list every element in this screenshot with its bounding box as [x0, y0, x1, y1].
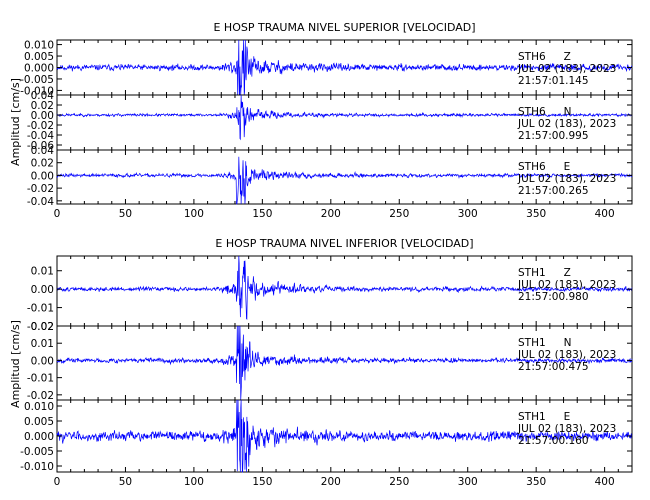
x-tick-label: 50 — [119, 476, 132, 488]
x-tick-label: 200 — [321, 208, 341, 220]
annotation-station: STH1 N — [518, 337, 572, 349]
y-tick-label: 0.04 — [31, 145, 55, 157]
y-axis-label: Amplitud [cm/s] — [9, 78, 22, 166]
x-tick-label: 0 — [54, 208, 61, 220]
annotation-station: STH6 N — [518, 106, 572, 118]
station-name: STH6 — [518, 106, 546, 118]
chart-group-1: E HOSP TRAUMA NIVEL SUPERIOR [VELOCIDAD]… — [9, 21, 633, 220]
component-name: E — [564, 161, 571, 173]
annotation-time: 21:57:00.265 — [518, 185, 589, 197]
annotation-date: JUL 02 (183), 2023 — [517, 118, 616, 130]
station-name: STH6 — [518, 161, 546, 173]
x-tick-label: 350 — [526, 476, 546, 488]
x-tick-label: 400 — [595, 208, 615, 220]
annotation-date: JUL 02 (183), 2023 — [517, 423, 616, 435]
y-tick-label: 0.010 — [24, 40, 54, 52]
y-tick-label: 0.005 — [24, 416, 54, 428]
y-tick-label: -0.04 — [27, 196, 54, 208]
x-tick-label: 250 — [389, 476, 409, 488]
x-tick-label: 400 — [595, 476, 615, 488]
y-tick-label: 0.00 — [31, 355, 54, 367]
station-name: STH6 — [518, 51, 546, 63]
waveform-sth1-z — [56, 255, 633, 320]
y-tick-label: -0.01 — [27, 373, 54, 385]
annotation-date: JUL 02 (183), 2023 — [517, 173, 616, 185]
waveform-sth6-e — [56, 156, 633, 205]
y-tick-label: -0.02 — [27, 120, 54, 132]
y-axis-label: Amplitud [cm/s] — [9, 320, 22, 408]
annotation-time: 21:57:00.980 — [518, 291, 589, 303]
x-tick-label: 200 — [321, 476, 341, 488]
annotation-station: STH1 Z — [518, 267, 571, 279]
waveform-sth6-z — [56, 39, 633, 96]
x-tick-label: 300 — [458, 208, 478, 220]
y-tick-label: 0.00 — [31, 284, 54, 296]
component-name: N — [564, 337, 572, 349]
station-name: STH1 — [518, 267, 546, 279]
x-tick-label: 50 — [119, 208, 132, 220]
y-tick-label: -0.005 — [20, 446, 54, 458]
x-tick-label: 300 — [458, 476, 478, 488]
station-name: STH1 — [518, 411, 546, 423]
y-tick-label: -0.04 — [27, 130, 54, 142]
x-tick-label: 0 — [54, 476, 61, 488]
y-tick-label: -0.02 — [27, 390, 54, 402]
x-tick-label: 150 — [252, 208, 272, 220]
y-tick-label: 0.01 — [31, 338, 54, 350]
annotation-time: 21:57:00.160 — [518, 435, 589, 447]
annotation-time: 21:57:00.995 — [518, 130, 589, 142]
y-tick-label: -0.02 — [27, 183, 54, 195]
annotation-date: JUL 02 (183), 2023 — [517, 349, 616, 361]
x-tick-label: 100 — [184, 208, 204, 220]
y-tick-label: -0.06 — [27, 140, 54, 152]
component-name: E — [564, 411, 571, 423]
annotation-station: STH6 Z — [518, 51, 571, 63]
annotation-time: 21:57:01.145 — [518, 75, 589, 87]
y-tick-label: 0.005 — [24, 51, 54, 63]
waveform-sth1-n — [56, 325, 633, 401]
y-tick-label: -0.01 — [27, 303, 54, 315]
y-tick-label: 0.02 — [31, 158, 54, 170]
y-tick-label: -0.02 — [27, 321, 54, 333]
x-tick-label: 150 — [252, 476, 272, 488]
chart-title: E HOSP TRAUMA NIVEL SUPERIOR [VELOCIDAD] — [213, 21, 475, 34]
y-tick-label: 0.000 — [24, 63, 54, 75]
waveform-sth1-e — [56, 399, 633, 473]
y-tick-label: 0.00 — [31, 170, 54, 182]
y-tick-label: 0.000 — [24, 431, 54, 443]
annotation-time: 21:57:00.475 — [518, 361, 589, 373]
y-tick-label: -0.010 — [20, 85, 54, 97]
y-tick-label: 0.02 — [31, 321, 54, 333]
annotation-date: JUL 02 (183), 2023 — [517, 63, 616, 75]
y-tick-label: -0.005 — [20, 74, 54, 86]
x-tick-label: 250 — [389, 208, 409, 220]
component-name: Z — [564, 267, 571, 279]
component-name: N — [564, 106, 572, 118]
chart-group-2: E HOSP TRAUMA NIVEL INFERIOR [VELOCIDAD]… — [9, 237, 633, 488]
annotation-date: JUL 02 (183), 2023 — [517, 279, 616, 291]
chart-title: E HOSP TRAUMA NIVEL INFERIOR [VELOCIDAD] — [215, 237, 473, 250]
y-tick-label: 0.02 — [31, 100, 54, 112]
y-tick-label: -0.010 — [20, 461, 54, 473]
component-name: Z — [564, 51, 571, 63]
x-tick-label: 350 — [526, 208, 546, 220]
x-tick-label: 100 — [184, 476, 204, 488]
y-tick-label: 0.01 — [31, 266, 54, 278]
y-tick-label: 0.04 — [31, 90, 55, 102]
annotation-station: STH1 E — [518, 411, 570, 423]
y-tick-label: 0.010 — [24, 401, 54, 413]
station-name: STH1 — [518, 337, 546, 349]
waveform-sth6-n — [56, 94, 633, 141]
y-tick-label: 0.00 — [31, 110, 54, 122]
annotation-station: STH6 E — [518, 161, 570, 173]
